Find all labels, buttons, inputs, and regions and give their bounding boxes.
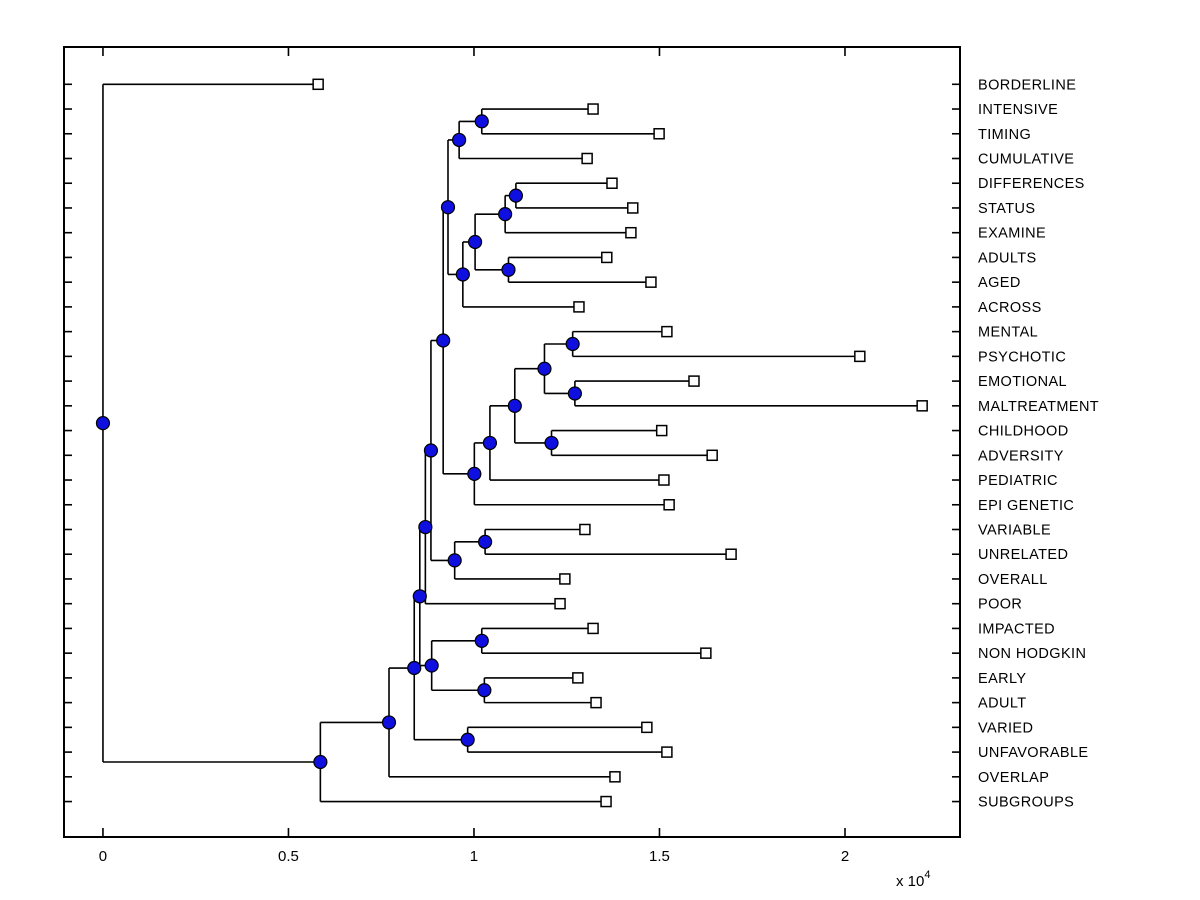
leaf-node-square[interactable] <box>688 375 700 387</box>
leaf-node-square[interactable] <box>609 771 621 783</box>
leaf-label[interactable]: UNFAVORABLE <box>978 745 1089 761</box>
branch-node-dot[interactable] <box>474 633 489 648</box>
leaf-label[interactable]: IMPACTED <box>978 621 1055 637</box>
branch-node-dot[interactable] <box>467 234 483 250</box>
leaf-node-square[interactable] <box>653 128 665 140</box>
leaf-label[interactable]: ADVERSITY <box>978 448 1064 464</box>
leaf-node-square[interactable] <box>606 177 618 189</box>
leaf-label[interactable]: CHILDHOOD <box>978 424 1069 440</box>
leaf-label[interactable]: INTENSIVE <box>978 102 1058 118</box>
leaf-label[interactable]: ADULT <box>978 696 1026 712</box>
x-tick-label: 0.5 <box>278 848 299 865</box>
leaf-node-square[interactable] <box>645 276 657 288</box>
branch-node-dot[interactable] <box>478 534 493 549</box>
leaf-label[interactable]: EMOTIONAL <box>978 374 1067 390</box>
leaf-label[interactable]: ACROSS <box>978 300 1042 316</box>
branch-node-dot[interactable] <box>447 553 462 568</box>
leaf-label[interactable]: TIMING <box>978 127 1031 143</box>
branch-node-dot[interactable] <box>565 336 580 352</box>
axes-frame <box>63 46 961 838</box>
leaf-node-square[interactable] <box>854 350 866 363</box>
leaf-node-square[interactable] <box>590 696 602 709</box>
branch-node-dot[interactable] <box>440 200 456 215</box>
leaf-label[interactable]: OVERALL <box>978 572 1048 588</box>
branch-node-dot[interactable] <box>452 132 467 148</box>
branch-node-dot[interactable] <box>537 361 552 376</box>
leaf-node-square[interactable] <box>601 251 613 264</box>
leaf-label[interactable]: ADULTS <box>978 250 1037 266</box>
leaf-node-square[interactable] <box>641 721 653 734</box>
leaf-label[interactable]: VARIABLE <box>978 522 1051 538</box>
leaf-label[interactable]: BORDERLINE <box>978 77 1076 93</box>
leaf-label[interactable]: SUBGROUPS <box>978 795 1074 811</box>
leaf-node-square[interactable] <box>581 152 593 165</box>
branch-node-dot[interactable] <box>436 333 451 348</box>
leaf-node-square[interactable] <box>587 622 599 635</box>
branch-node-dot[interactable] <box>482 435 498 451</box>
branch-node-dot[interactable] <box>313 754 328 770</box>
leaf-label[interactable]: DIFFERENCES <box>978 176 1085 192</box>
leaf-node-square[interactable] <box>600 795 612 808</box>
leaf-label[interactable]: MENTAL <box>978 325 1038 341</box>
leaf-node-square[interactable] <box>312 78 324 91</box>
branch-node-dot[interactable] <box>95 416 111 431</box>
branch-node-dot[interactable] <box>423 443 439 458</box>
branch-node-dot[interactable] <box>544 435 559 451</box>
branch-node-dot[interactable] <box>407 660 422 676</box>
leaf-node-square[interactable] <box>661 746 673 758</box>
leaf-node-square[interactable] <box>725 548 737 560</box>
leaf-label[interactable]: CUMULATIVE <box>978 151 1074 167</box>
leaf-label[interactable]: PSYCHOTIC <box>978 349 1066 365</box>
leaf-label[interactable]: VARIED <box>978 720 1033 736</box>
x-tick-label: 1.5 <box>649 848 670 865</box>
branch-node-dot[interactable] <box>455 267 470 282</box>
leaf-node-square[interactable] <box>663 499 675 511</box>
axis-exponent-label: x 104 <box>896 869 930 890</box>
leaf-label[interactable]: PEDIATRIC <box>978 473 1058 489</box>
leaf-node-square[interactable] <box>587 103 599 115</box>
branch-node-dot[interactable] <box>498 207 513 222</box>
x-tick-label: 0 <box>99 848 107 865</box>
branch-node-dot[interactable] <box>467 466 482 481</box>
leaf-node-square[interactable] <box>625 226 637 239</box>
leaf-node-square[interactable] <box>573 301 585 313</box>
branch-node-dot[interactable] <box>477 683 492 698</box>
branch-node-dot[interactable] <box>508 188 523 203</box>
leaf-label[interactable]: UNRELATED <box>978 547 1068 563</box>
leaf-label[interactable]: AGED <box>978 275 1021 291</box>
leaf-label[interactable]: EPI GENETIC <box>978 498 1074 514</box>
leaf-node-square[interactable] <box>572 672 584 684</box>
leaf-node-square[interactable] <box>627 202 639 214</box>
leaf-node-square[interactable] <box>655 424 668 437</box>
branch-node-dot[interactable] <box>424 658 439 673</box>
leaf-label[interactable]: EXAMINE <box>978 226 1046 242</box>
leaf-node-square[interactable] <box>706 449 718 462</box>
branch-node-dot[interactable] <box>501 262 516 277</box>
branch-node-dot[interactable] <box>418 519 433 535</box>
leaf-node-square[interactable] <box>559 573 571 585</box>
branch-node-dot[interactable] <box>460 732 475 747</box>
x-tick-label: 2 <box>841 848 849 865</box>
leaf-label[interactable]: MALTREATMENT <box>978 399 1099 415</box>
leaf-label[interactable]: NON HODGKIN <box>978 646 1086 662</box>
leaf-label[interactable]: EARLY <box>978 671 1026 687</box>
leaf-node-square[interactable] <box>658 474 670 486</box>
branch-node-dot[interactable] <box>474 114 489 129</box>
branch-node-dot[interactable] <box>412 589 427 604</box>
leaf-node-square[interactable] <box>700 647 712 659</box>
branch-node-dot[interactable] <box>381 715 397 730</box>
leaf-label[interactable]: OVERLAP <box>978 770 1049 786</box>
branch-node-dot[interactable] <box>507 398 522 413</box>
leaf-node-square[interactable] <box>579 523 591 536</box>
leaf-label[interactable]: STATUS <box>978 201 1035 217</box>
branch-node-dot[interactable] <box>567 386 582 401</box>
leaf-node-square[interactable] <box>916 400 928 412</box>
leaf-node-square[interactable] <box>661 325 673 338</box>
leaf-node-square[interactable] <box>554 597 566 610</box>
x-tick-label: 1 <box>470 848 478 865</box>
leaf-label[interactable]: POOR <box>978 597 1022 613</box>
